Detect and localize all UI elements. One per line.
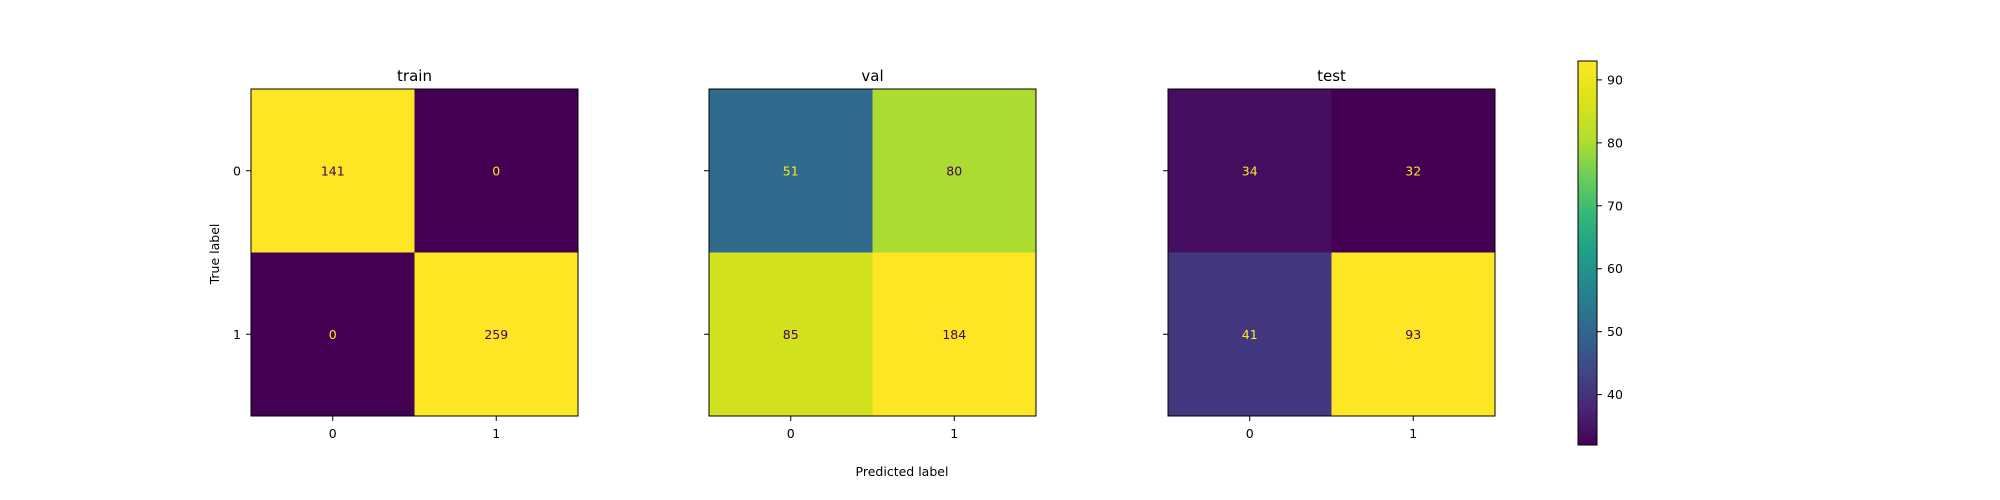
cell-value-0-1: 32 xyxy=(1405,163,1421,178)
panel-frame xyxy=(250,88,579,417)
colorbar-tick-label: 60 xyxy=(1607,261,1623,276)
colorbar: 40 50 60 70 80 90 xyxy=(1577,60,1623,446)
panel-title: test xyxy=(1317,67,1346,85)
cell-0-0 xyxy=(709,89,873,253)
colorbar-tick-label: 80 xyxy=(1607,135,1623,150)
y-axis-label: True label xyxy=(207,224,222,286)
colorbar-tick-label: 90 xyxy=(1607,72,1623,87)
cell-1-1 xyxy=(1331,252,1495,416)
panel-title: val xyxy=(861,67,883,85)
cell-1-0 xyxy=(251,252,415,416)
cell-value-1-1: 93 xyxy=(1405,327,1421,342)
cell-value-0-1: 80 xyxy=(946,163,962,178)
panel-frame xyxy=(1167,88,1496,417)
colorbar-tick-label: 50 xyxy=(1607,324,1623,339)
panel-frame xyxy=(708,88,1037,417)
cell-0-0 xyxy=(251,89,415,253)
cell-value-0-0: 141 xyxy=(321,163,345,178)
cell-0-1 xyxy=(872,89,1036,253)
cell-value-0-0: 34 xyxy=(1242,163,1258,178)
x-axis-label: Predicted label xyxy=(856,464,949,479)
x-tick-label: 0 xyxy=(787,426,795,441)
x-tick-label: 1 xyxy=(950,426,958,441)
cell-value-0-1: 0 xyxy=(492,163,500,178)
colorbar-gradient xyxy=(1578,61,1597,445)
y-tick-label: 1 xyxy=(233,327,241,342)
x-tick-label: 1 xyxy=(1409,426,1417,441)
cell-value-1-1: 259 xyxy=(484,327,508,342)
test-matrix-panel: 34 32 41 93 test 0 1 xyxy=(1163,67,1496,441)
cell-value-0-0: 51 xyxy=(783,163,799,178)
cell-1-1 xyxy=(872,252,1036,416)
x-tick-label: 0 xyxy=(1246,426,1254,441)
x-tick-label: 0 xyxy=(329,426,337,441)
colorbar-tick-label: 70 xyxy=(1607,198,1623,213)
cell-value-1-0: 41 xyxy=(1242,327,1258,342)
cell-1-1 xyxy=(414,252,578,416)
val-matrix-panel: 51 80 85 184 val 0 1 xyxy=(704,67,1037,441)
cell-1-0 xyxy=(709,252,873,416)
panel-title: train xyxy=(397,67,432,85)
cell-0-1 xyxy=(414,89,578,253)
colorbar-tick-label: 40 xyxy=(1607,387,1623,402)
train-matrix-panel: 141 0 0 259 train 0 1 0 1 xyxy=(233,67,579,441)
cell-value-1-0: 0 xyxy=(329,327,337,342)
cell-value-1-0: 85 xyxy=(783,327,799,342)
y-tick-label: 0 xyxy=(233,163,241,178)
cell-1-0 xyxy=(1168,252,1332,416)
cell-0-0 xyxy=(1168,89,1332,253)
cell-0-1 xyxy=(1331,89,1495,253)
cell-value-1-1: 184 xyxy=(942,327,966,342)
colorbar-frame xyxy=(1577,60,1598,446)
x-tick-label: 1 xyxy=(492,426,500,441)
